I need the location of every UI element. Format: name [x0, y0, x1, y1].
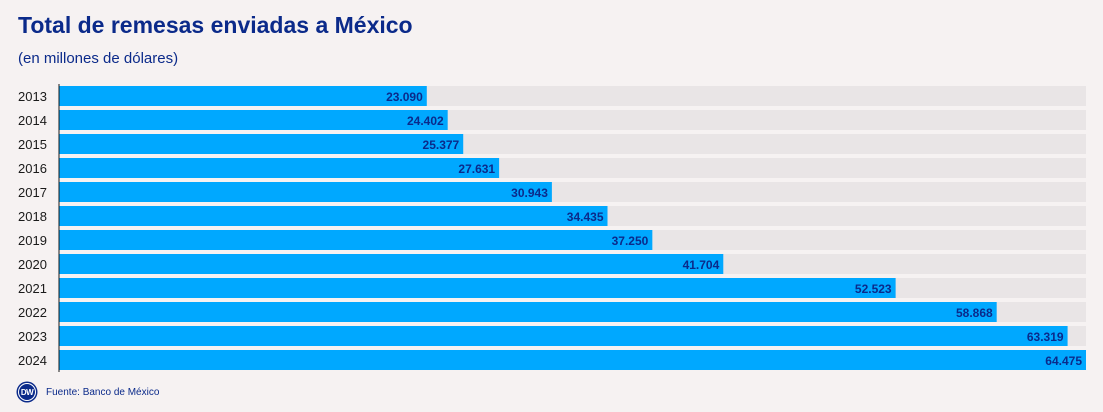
data-label-2018: 34.435: [567, 210, 604, 224]
data-label-2019: 37.250: [612, 234, 649, 248]
tick-label-2023: 2023: [18, 329, 47, 344]
tick-label-2015: 2015: [18, 137, 47, 152]
source-note: Fuente: Banco de México: [46, 386, 160, 398]
bar-2022: [59, 302, 997, 322]
bar-2023: [59, 326, 1068, 346]
bar-2021: [59, 278, 896, 298]
bar-2019: [59, 230, 653, 250]
data-label-2024: 64.475: [1045, 354, 1082, 368]
bar-2014: [59, 110, 448, 130]
data-label-2021: 52.523: [855, 282, 892, 296]
data-label-2015: 25.377: [423, 138, 460, 152]
bar-2015: [59, 134, 464, 154]
tick-label-2017: 2017: [18, 185, 47, 200]
tick-label-2019: 2019: [18, 233, 47, 248]
data-label-2013: 23.090: [386, 90, 423, 104]
data-label-2016: 27.631: [458, 162, 495, 176]
chart-title: Total de remesas enviadas a México: [18, 12, 413, 38]
bar-2017: [59, 182, 552, 202]
tick-label-2016: 2016: [18, 161, 47, 176]
tick-label-2018: 2018: [18, 209, 47, 224]
bar-2018: [59, 206, 608, 226]
tick-label-2021: 2021: [18, 281, 47, 296]
tick-label-2024: 2024: [18, 353, 47, 368]
tick-label-2014: 2014: [18, 113, 47, 128]
bar-2024: [59, 350, 1086, 370]
data-label-2014: 24.402: [407, 114, 444, 128]
chart-subtitle: (en millones de dólares): [18, 50, 179, 67]
data-label-2020: 41.704: [683, 258, 720, 272]
bar-2020: [59, 254, 724, 274]
data-label-2022: 58.868: [956, 306, 993, 320]
bar-2016: [59, 158, 500, 178]
data-label-2017: 30.943: [511, 186, 548, 200]
data-label-2023: 63.319: [1027, 330, 1064, 344]
tick-label-2013: 2013: [18, 89, 47, 104]
bar-2013: [59, 86, 427, 106]
tick-label-2022: 2022: [18, 305, 47, 320]
dw-logo-icon: DW: [18, 383, 36, 401]
tick-label-2020: 2020: [18, 257, 47, 272]
footer: DW Fuente: Banco de México: [18, 382, 159, 402]
